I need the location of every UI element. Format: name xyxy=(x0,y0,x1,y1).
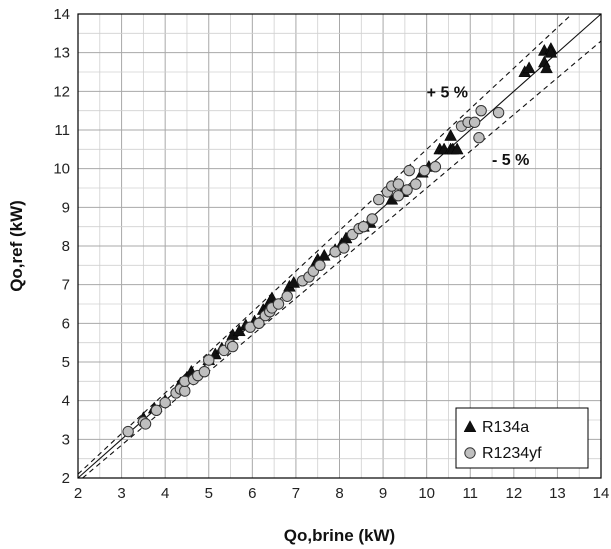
point-r1234yf xyxy=(227,340,239,353)
x-tick-label: 8 xyxy=(335,485,343,502)
point-r1234yf xyxy=(150,404,163,417)
x-tick-label: 14 xyxy=(593,485,610,502)
x-tick-label: 2 xyxy=(74,485,82,502)
point-r1234yf xyxy=(373,193,385,206)
x-tick-label: 3 xyxy=(117,485,125,502)
x-tick-label: 12 xyxy=(505,485,522,502)
legend-marker-r134a xyxy=(463,420,477,432)
y-tick-label: 5 xyxy=(62,354,70,371)
point-r1234yf xyxy=(403,164,415,177)
point-r1234yf xyxy=(366,213,378,225)
point-r1234yf xyxy=(473,132,485,144)
point-r1234yf xyxy=(203,354,215,366)
legend-circle-icon xyxy=(464,447,476,459)
point-r134a xyxy=(232,324,246,337)
y-tick-label: 12 xyxy=(53,83,70,100)
point-r134a xyxy=(287,275,301,288)
legend-box xyxy=(455,407,589,469)
legend-label-r134a: R134a xyxy=(482,419,529,436)
point-r1234yf xyxy=(159,396,171,409)
y-tick-label: 9 xyxy=(62,199,70,216)
legend-triangle-icon xyxy=(463,420,477,432)
point-r1234yf xyxy=(401,184,413,196)
tick-labels: 2 3 4 5 6 7 8 9 10 11 12 13 14 2 3 4 5 6 7 8 9 10 11 12 13 14 xyxy=(53,6,609,502)
y-tick-label: 10 xyxy=(53,161,70,178)
legend: R134a R1234yf xyxy=(455,407,589,469)
point-r1234yf xyxy=(314,259,326,272)
point-r134a xyxy=(450,142,464,155)
point-r134a xyxy=(522,61,536,74)
point-r1234yf xyxy=(122,425,134,438)
x-tick-label: 9 xyxy=(379,485,387,502)
x-tick-label: 4 xyxy=(161,485,169,502)
y-tick-label: 13 xyxy=(53,45,70,62)
point-r1234yf xyxy=(410,178,422,190)
x-tick-label: 6 xyxy=(248,485,256,502)
point-r1234yf xyxy=(198,365,211,378)
y-tick-label: 6 xyxy=(62,315,70,332)
point-r1234yf xyxy=(468,116,481,128)
point-r1234yf xyxy=(429,161,442,173)
point-r134a xyxy=(544,45,558,58)
y-tick-label: 8 xyxy=(62,238,70,255)
point-r134a xyxy=(444,128,458,141)
y-tick-label: 7 xyxy=(62,277,70,294)
plus-5-percent-line xyxy=(77,13,573,475)
point-r1234yf xyxy=(492,106,505,119)
y-tick-label: 11 xyxy=(54,122,70,139)
x-tick-label: 7 xyxy=(292,485,300,502)
legend-label-r1234yf: R1234yf xyxy=(482,445,542,462)
point-r1234yf xyxy=(281,290,293,302)
x-tick-label: 5 xyxy=(205,485,213,502)
x-tick-label: 10 xyxy=(418,485,435,502)
point-r1234yf xyxy=(253,317,265,330)
y-tick-label: 14 xyxy=(53,6,70,23)
point-r1234yf xyxy=(179,385,191,397)
x-tick-label: 11 xyxy=(462,485,478,502)
y-tick-label: 4 xyxy=(62,393,70,410)
point-r1234yf xyxy=(392,178,405,190)
y-tick-label: 2 xyxy=(62,470,70,487)
point-r1234yf xyxy=(338,242,350,254)
data-points xyxy=(122,41,558,438)
point-r1234yf xyxy=(418,164,431,177)
point-r1234yf xyxy=(392,190,405,202)
x-tick-label: 13 xyxy=(549,485,566,502)
legend-marker-r1234yf xyxy=(464,447,476,459)
x-axis-title: Qo,brine (kW) xyxy=(284,526,395,545)
point-r1234yf xyxy=(139,418,152,430)
plus-5-percent-label: + 5 % xyxy=(427,84,468,101)
point-r1234yf xyxy=(357,220,370,233)
minus-5-percent-label: - 5 % xyxy=(492,152,529,169)
y-axis-title: Qo,ref (kW) xyxy=(7,200,26,292)
y-tick-label: 3 xyxy=(62,431,70,448)
point-r1234yf xyxy=(272,298,285,310)
point-r134a xyxy=(317,248,331,261)
point-r134a xyxy=(540,61,553,74)
plot-frame xyxy=(77,13,602,479)
point-r1234yf xyxy=(475,104,487,117)
